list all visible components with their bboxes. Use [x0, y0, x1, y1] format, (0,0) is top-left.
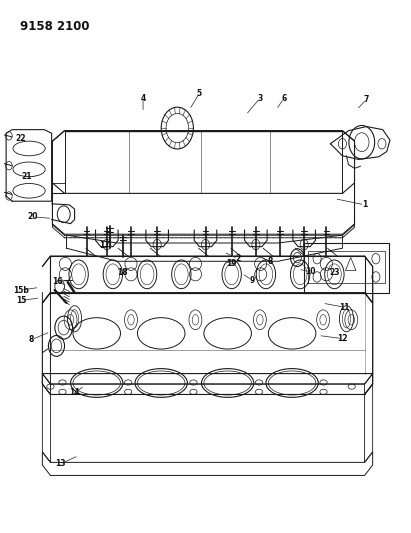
Text: 23: 23 [329, 268, 339, 277]
Text: 11: 11 [339, 303, 350, 312]
Text: 4: 4 [141, 94, 145, 103]
Text: 8: 8 [29, 335, 34, 344]
Text: 5: 5 [197, 88, 202, 98]
Text: 3: 3 [257, 94, 263, 103]
Text: 6: 6 [282, 94, 286, 103]
Text: 21: 21 [21, 172, 32, 181]
Text: 16: 16 [52, 277, 62, 286]
Text: 22: 22 [15, 134, 25, 143]
Text: 8: 8 [267, 257, 272, 266]
Text: 9158 2100: 9158 2100 [20, 20, 90, 33]
Text: 10: 10 [305, 267, 316, 276]
Text: 13: 13 [55, 459, 66, 469]
Text: 19: 19 [226, 260, 237, 269]
Text: 2: 2 [235, 254, 240, 263]
Text: 15b: 15b [13, 286, 29, 295]
Text: 7: 7 [364, 95, 369, 104]
Text: 9: 9 [249, 276, 254, 285]
Text: 20: 20 [28, 212, 38, 221]
Text: 12: 12 [337, 334, 348, 343]
Text: 1: 1 [362, 200, 367, 209]
Text: 18: 18 [118, 268, 128, 277]
Text: 17: 17 [99, 241, 109, 250]
Text: 15: 15 [16, 296, 26, 305]
Bar [304, 243, 389, 293]
Text: 14: 14 [69, 389, 80, 398]
